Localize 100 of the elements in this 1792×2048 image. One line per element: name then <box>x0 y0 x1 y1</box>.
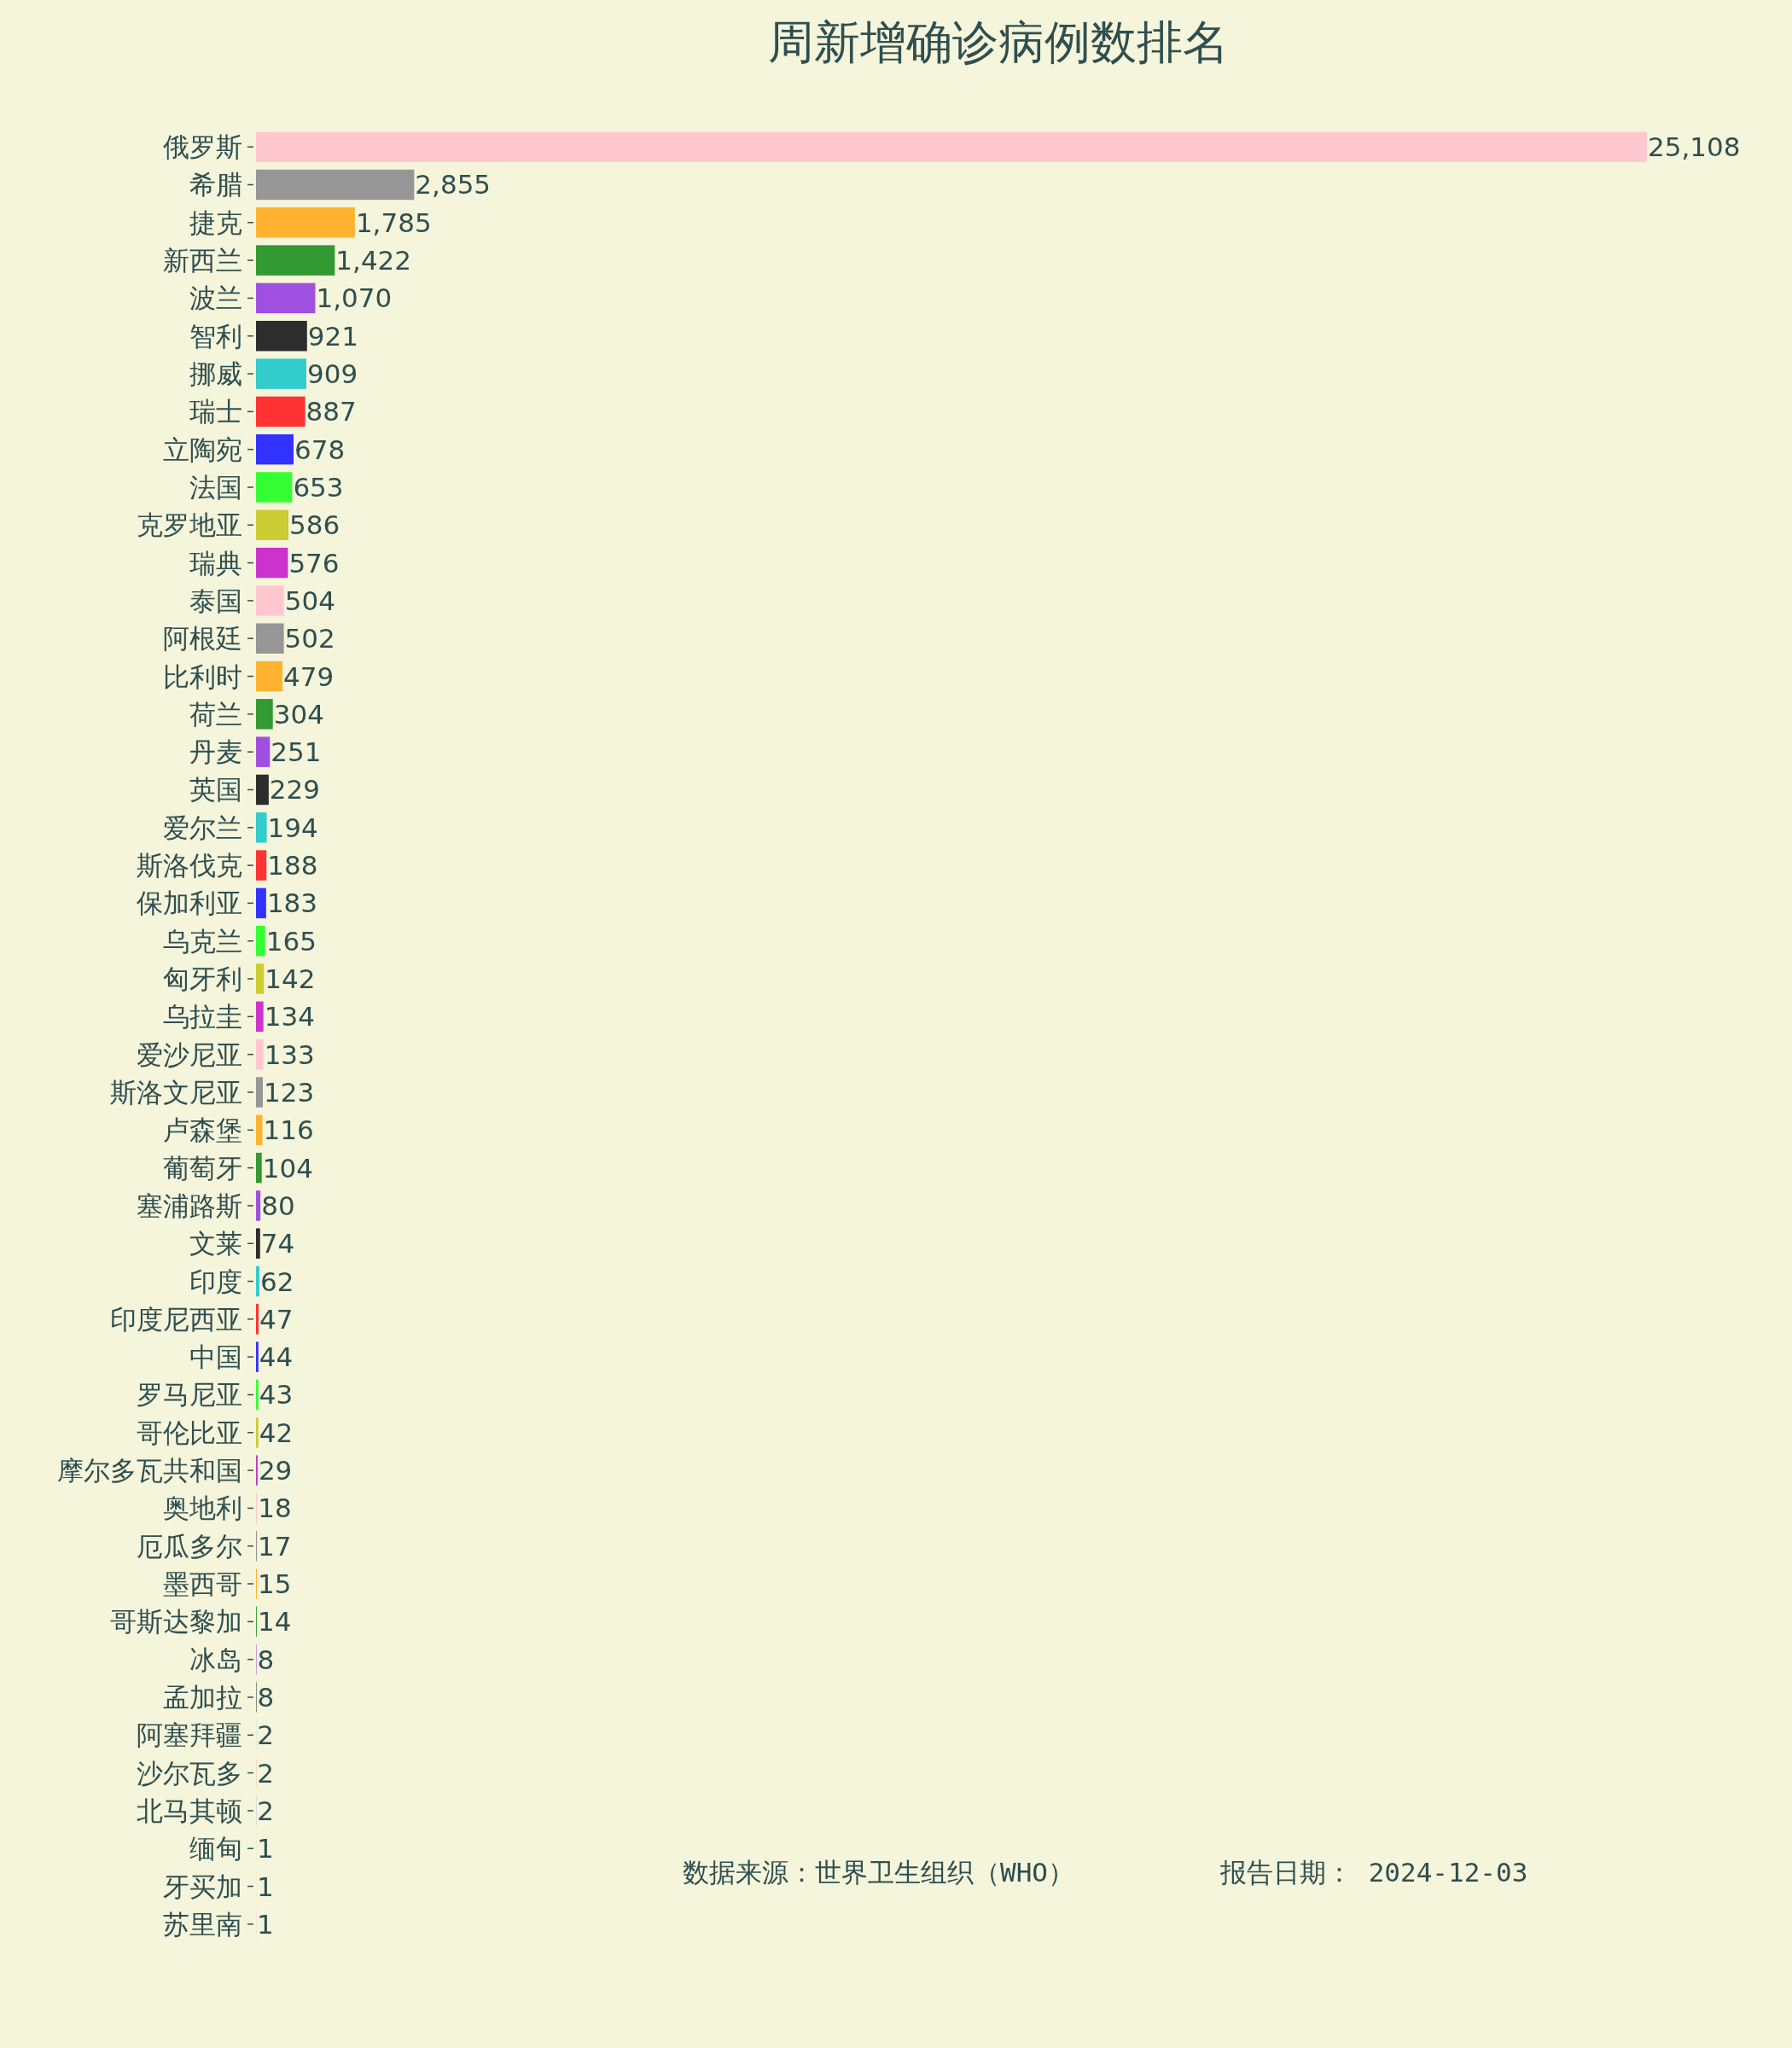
y-tick-label: 智利 <box>189 320 242 352</box>
data-label: 18 <box>258 1492 292 1524</box>
y-tick-label: 泰国 <box>189 585 242 616</box>
data-label: 1,785 <box>355 207 432 238</box>
data-label: 116 <box>263 1114 314 1146</box>
bar <box>256 396 305 428</box>
y-tick-label: 孟加拉 <box>163 1681 242 1713</box>
data-label: 502 <box>284 623 335 655</box>
y-tick-label: 文莱 <box>189 1228 242 1260</box>
y-tick-label: 冰岛 <box>189 1644 242 1675</box>
data-label: 586 <box>289 509 340 541</box>
data-label: 1,070 <box>316 282 393 314</box>
bar <box>256 660 283 692</box>
bar <box>256 774 269 806</box>
bar <box>256 1152 262 1184</box>
y-tick-label: 印度 <box>189 1265 242 1297</box>
data-label: 80 <box>261 1190 295 1221</box>
data-label: 194 <box>267 812 318 843</box>
data-label: 74 <box>260 1228 295 1260</box>
data-label: 2,855 <box>415 169 492 201</box>
y-tick-label: 瑞典 <box>189 547 242 579</box>
data-label: 104 <box>262 1152 313 1184</box>
y-tick-label: 哥伦比亚 <box>137 1417 242 1448</box>
y-tick-label: 瑞士 <box>189 396 242 428</box>
data-label: 1 <box>257 1871 274 1902</box>
y-tick-label: 捷克 <box>189 207 242 238</box>
data-label: 62 <box>260 1265 294 1297</box>
bar <box>256 509 289 541</box>
bar <box>256 1190 261 1221</box>
bar <box>256 1001 264 1033</box>
bar <box>256 282 316 314</box>
y-tick-label: 比利时 <box>163 660 242 692</box>
y-tick-label: 斯洛伐克 <box>137 850 242 881</box>
data-label: 2 <box>257 1719 274 1751</box>
bar <box>256 433 294 465</box>
y-tick-label: 印度尼西亚 <box>110 1303 242 1335</box>
annotation: 数据来源：世界卫生组织（WHO） <box>683 1857 1074 1888</box>
data-label: 678 <box>294 433 346 465</box>
y-tick-label: 缅甸 <box>189 1833 242 1865</box>
y-tick-label: 塞浦路斯 <box>137 1190 242 1221</box>
data-label: 29 <box>258 1455 293 1487</box>
data-label: 43 <box>259 1379 294 1411</box>
bar <box>256 1417 259 1448</box>
y-tick-label: 荷兰 <box>189 698 242 730</box>
y-tick-label: 罗马尼亚 <box>137 1379 242 1411</box>
y-tick-label: 立陶宛 <box>163 433 242 465</box>
data-label: 133 <box>264 1039 315 1070</box>
bar <box>256 1341 259 1372</box>
data-label: 479 <box>283 660 335 692</box>
bar <box>256 887 266 919</box>
data-label: 8 <box>257 1681 275 1713</box>
bar <box>256 358 307 389</box>
bar <box>256 1077 263 1108</box>
bar <box>256 547 288 579</box>
data-label: 15 <box>257 1568 292 1600</box>
y-tick-label: 英国 <box>189 774 242 806</box>
y-tick-label: 克罗地亚 <box>137 509 242 541</box>
data-label: 229 <box>269 774 321 806</box>
data-label: 909 <box>307 358 358 390</box>
y-tick-label: 爱尔兰 <box>163 812 242 843</box>
data-label: 134 <box>264 1001 315 1033</box>
y-tick-label: 新西兰 <box>163 245 242 276</box>
data-label: 47 <box>259 1303 294 1335</box>
y-tick-label: 法国 <box>189 471 242 503</box>
y-tick-label: 北马其顿 <box>137 1795 242 1826</box>
data-label: 1,422 <box>335 245 412 276</box>
y-tick-label: 挪威 <box>189 358 242 390</box>
bar <box>256 1114 263 1146</box>
annotation: 报告日期： 2024-12-03 <box>1219 1857 1528 1888</box>
y-tick-label: 波兰 <box>189 282 242 314</box>
bar <box>256 169 415 201</box>
chart-title: 周新增确诊病例数排名 <box>768 15 1229 69</box>
bar <box>256 320 307 352</box>
bar <box>256 1039 264 1070</box>
data-label: 576 <box>288 547 340 579</box>
data-label: 123 <box>263 1076 315 1108</box>
data-label: 887 <box>305 396 357 428</box>
bar <box>256 736 271 767</box>
data-label: 142 <box>265 963 316 995</box>
y-tick-label: 奥地利 <box>163 1492 242 1524</box>
data-label: 1 <box>257 1908 274 1940</box>
data-label: 1 <box>257 1833 274 1865</box>
bar <box>256 585 284 616</box>
data-label: 17 <box>258 1530 292 1562</box>
bar <box>256 925 265 957</box>
y-tick-label: 保加利亚 <box>137 887 242 919</box>
y-tick-label: 苏里南 <box>163 1908 242 1940</box>
y-tick-label: 俄罗斯 <box>163 131 242 163</box>
data-label: 183 <box>266 887 318 919</box>
bar <box>256 812 267 843</box>
data-label: 25,108 <box>1648 131 1741 163</box>
y-tick-label: 斯洛文尼亚 <box>110 1076 242 1108</box>
bar <box>256 245 335 276</box>
y-tick-label: 哥斯达黎加 <box>110 1606 242 1638</box>
data-label: 2 <box>257 1757 274 1789</box>
data-label: 653 <box>293 471 344 503</box>
bar <box>256 623 284 654</box>
data-label: 8 <box>257 1644 275 1675</box>
y-tick-label: 卢森堡 <box>163 1114 242 1146</box>
data-label: 251 <box>271 736 322 768</box>
